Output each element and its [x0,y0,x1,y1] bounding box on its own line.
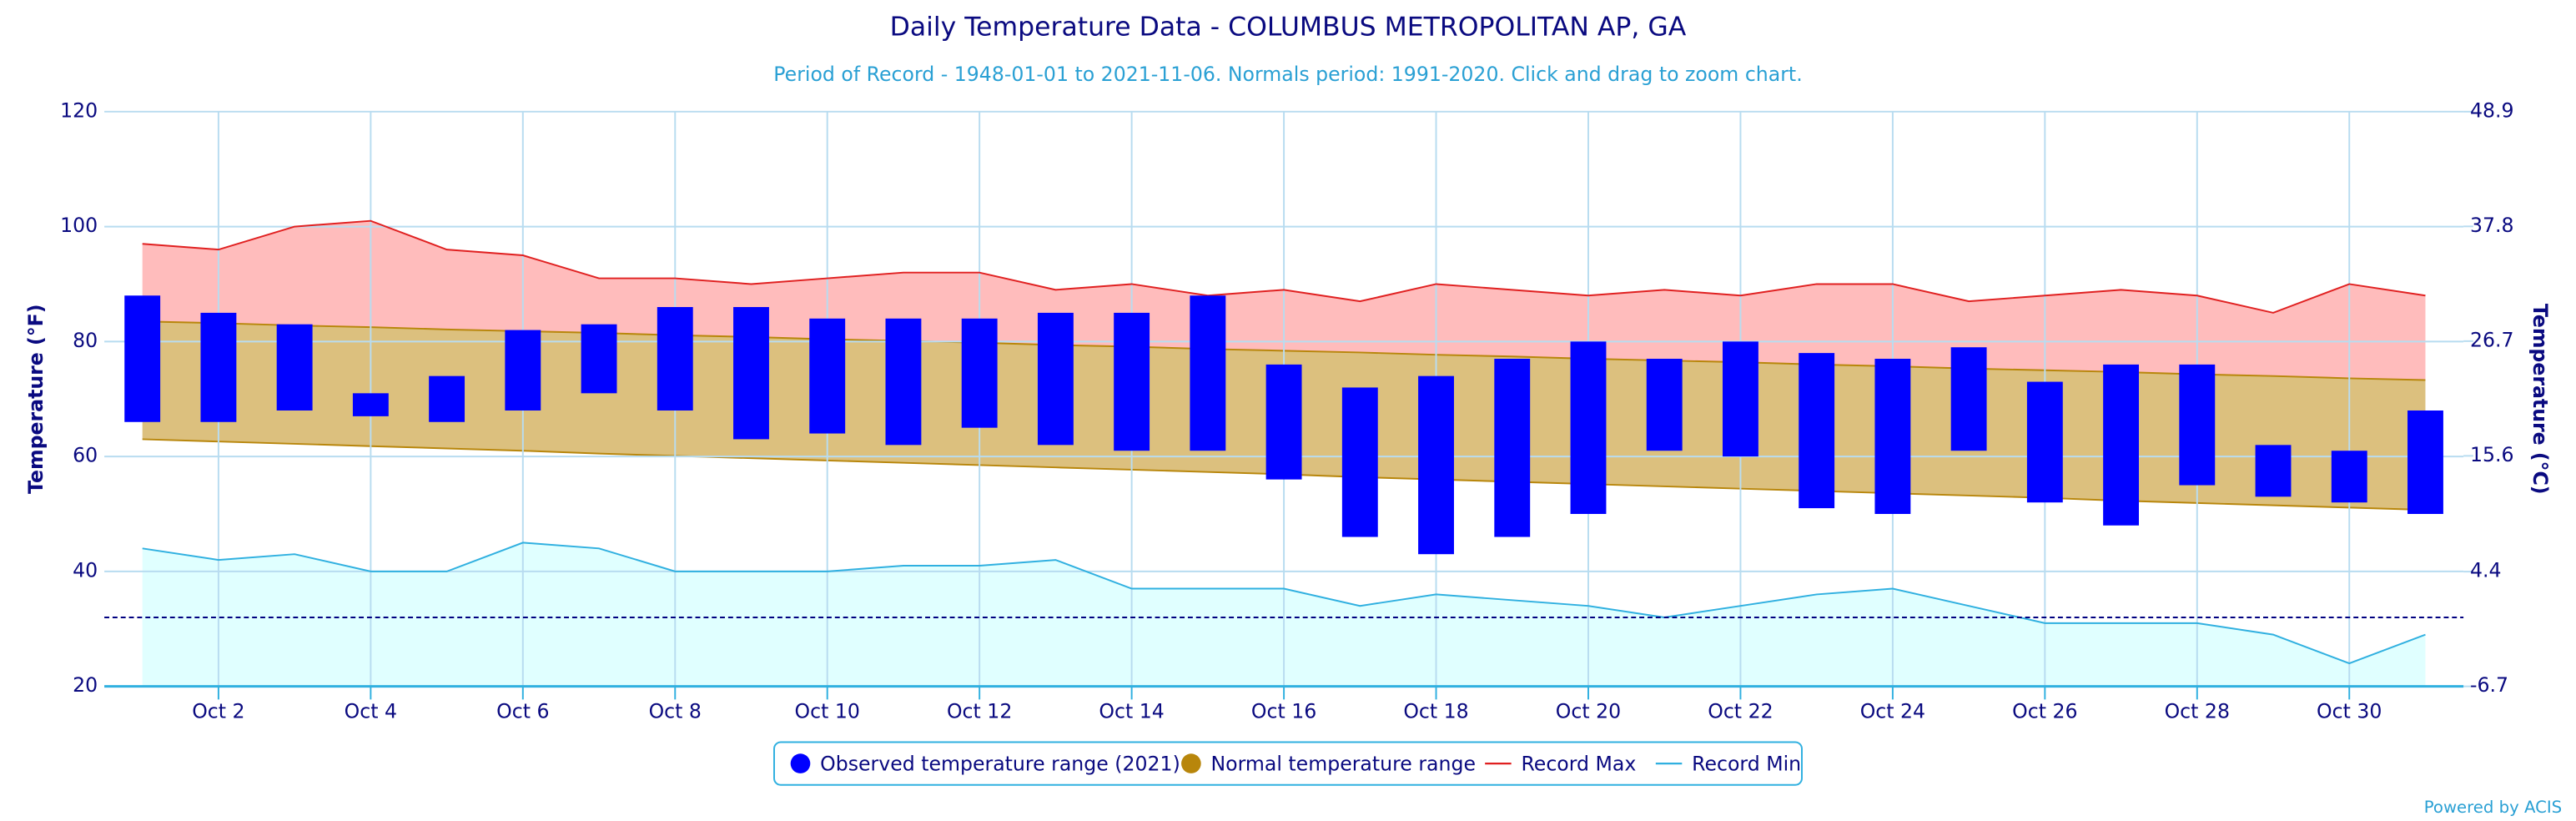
legend-item[interactable]: Record Min [1655,753,1801,776]
chart-title: Daily Temperature Data - COLUMBUS METROP… [890,12,1687,42]
x-tick-label: Oct 16 [1251,700,1316,723]
chart-subtitle: Period of Record - 1948-01-01 to 2021-11… [773,63,1802,86]
legend-label[interactable]: Normal temperature range [1211,753,1476,776]
range-bar [2179,364,2216,486]
legend-box [773,741,1803,786]
legend-item[interactable]: Observed temperature range (2021) [790,753,1180,776]
range-bar [276,324,313,410]
range-bar [124,295,161,422]
range-bar [1950,347,1987,451]
legend-label[interactable]: Record Max [1521,753,1636,776]
x-tick-label: Oct 30 [2317,700,2382,723]
credit: Powered by ACIS [2424,798,2562,817]
legend-swatch [1181,753,1201,773]
y-tick-label: 60 [73,444,98,467]
x-tick-label: Oct 18 [1403,700,1468,723]
range-bar [581,324,617,394]
range-bar [2407,410,2443,514]
y-tick-label: 120 [60,98,98,122]
legend-label[interactable]: Observed temperature range (2021) [820,753,1180,776]
range-bar [1722,341,1758,457]
range-bar [1418,375,1454,555]
y2-tick-label: -6.7 [2470,673,2508,697]
x-tick-label: Oct 26 [2012,700,2077,723]
plot-data [104,219,2464,665]
x-tick-label: Oct 20 [1556,700,1621,723]
y-tick-label: 40 [73,558,98,582]
range-bar [2255,445,2292,497]
legend-label[interactable]: Record Min [1692,753,1801,776]
range-bar [1265,364,1302,480]
series-line [142,541,2426,665]
range-bar [200,312,237,422]
range-bar [1341,387,1378,537]
x-tick-label: Oct 6 [496,700,549,723]
range-bar [657,307,693,410]
range-bar [1494,359,1531,537]
legend-item[interactable]: Record Max [1485,753,1636,776]
y2-tick-label: 48.9 [2470,98,2514,122]
range-bar [1799,353,1835,509]
x-tick-label: Oct 12 [947,700,1012,723]
series-line [142,219,2426,314]
y-tick-label: 80 [73,329,98,352]
y-tick-label: 20 [73,673,98,697]
x-tick-label: Oct 22 [1708,700,1773,723]
y2-tick-label: 4.4 [2470,559,2502,582]
x-tick-label: Oct 28 [2165,700,2230,723]
range-bar [2103,364,2140,526]
y-axis-label: Temperature (°F) [24,304,48,494]
legend-swatch [790,753,811,773]
range-bar [961,318,998,428]
range-bar [885,318,922,446]
x-tick-label: Oct 24 [1860,700,1925,723]
range-bar [1646,359,1683,451]
range-bar [429,375,465,422]
y2-tick-label: 26.7 [2470,328,2514,351]
y2-tick-label: 15.6 [2470,443,2514,466]
range-bar [2331,451,2367,503]
x-tick-label: Oct 10 [795,700,860,723]
legend-item[interactable]: Normal temperature range [1181,753,1476,776]
y2-axis-label: Temperature (°C) [2528,304,2552,495]
range-bar [352,393,389,416]
x-tick-label: Oct 8 [649,700,702,723]
x-tick-label: Oct 14 [1099,700,1164,723]
range-bar [505,330,541,410]
range-bar [1874,359,1911,514]
range-bar [1037,312,1074,446]
y-tick-label: 100 [60,214,98,237]
y2-tick-label: 37.8 [2470,214,2514,237]
x-tick-label: Oct 2 [192,700,244,723]
x-tick-label: Oct 4 [345,700,397,723]
range-bar [2026,381,2063,503]
range-bar [809,318,846,434]
range-bar [1190,295,1226,451]
range-bar [733,307,769,440]
range-bar [1114,312,1150,451]
grid [104,110,2473,700]
range-bar [1570,341,1607,514]
